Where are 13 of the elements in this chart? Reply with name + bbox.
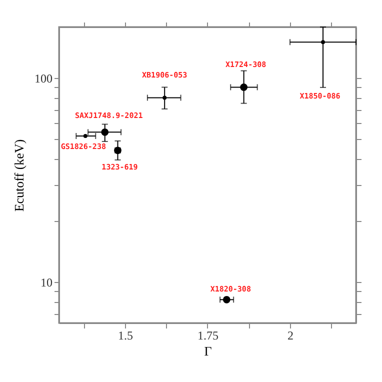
point xyxy=(101,128,109,136)
point xyxy=(321,40,325,44)
x-tick-label: 1.5 xyxy=(118,328,133,342)
point xyxy=(222,296,230,304)
x-tick-label: 2 xyxy=(288,328,294,342)
point xyxy=(83,134,88,138)
y-tick-label: 10 xyxy=(40,276,52,290)
point xyxy=(162,96,167,100)
x-axis-title: Γ xyxy=(204,344,212,358)
y-tick-label: 100 xyxy=(34,72,52,86)
y-axis-title: Ecutoff (keV) xyxy=(12,139,26,212)
x-tick-label: 1.75 xyxy=(198,328,218,342)
point xyxy=(240,84,248,91)
